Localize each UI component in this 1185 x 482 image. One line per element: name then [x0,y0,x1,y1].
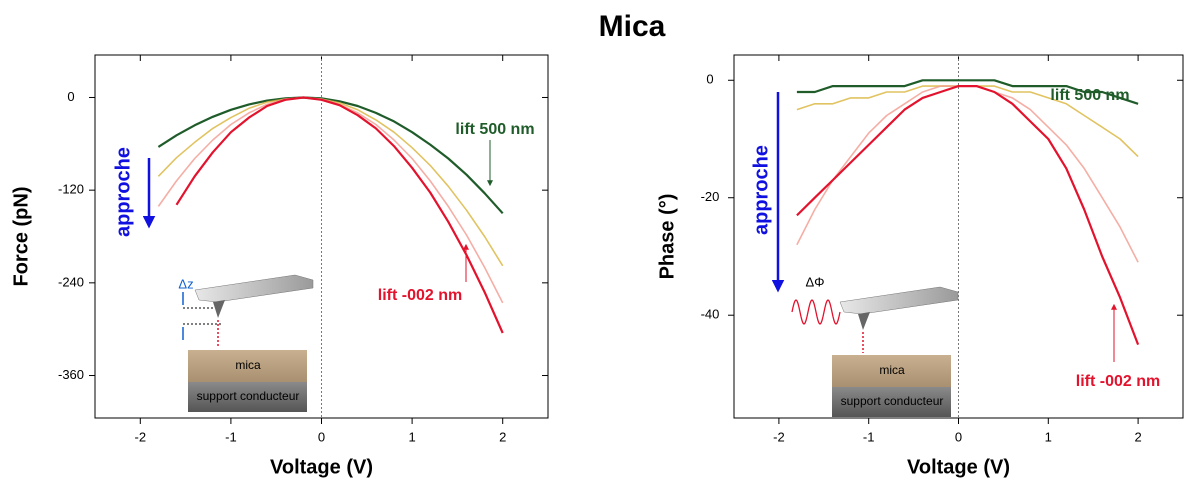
x-tick-label: 2 [499,429,506,444]
x-tick-label: -2 [773,429,785,444]
support-label: support conducteur [841,394,944,408]
y-tick-label: -20 [701,189,720,204]
mica-layer [832,355,951,387]
y-tick-label: -120 [58,182,84,197]
x-tick-label: 0 [955,429,962,444]
cantilever [839,286,959,315]
inset-symbol: ΔΦ [805,274,824,289]
series-line [157,96,504,304]
x-tick-label: 2 [1134,429,1141,444]
series-line [796,85,1139,263]
series-line [175,96,504,334]
inset: mica support conducteur Δz [178,274,314,412]
series-label: lift -002 nm [378,287,462,304]
x-tick-label: -1 [863,429,875,444]
series-line [796,85,1140,345]
x-tick-label: 1 [408,429,415,444]
series-line [157,96,504,267]
phase-wave [791,299,841,325]
mica-label: mica [235,358,261,372]
support-layer [832,387,951,417]
series-line [157,96,504,215]
y-tick-label: 0 [67,89,74,104]
y-axis-label: Force (pN) [10,187,32,287]
tip [213,300,225,318]
x-axis-label: Voltage (V) [270,456,373,478]
series-label: lift 500 nm [1050,87,1129,104]
series-label: lift 500 nm [455,121,534,138]
x-tick-label: 0 [318,429,325,444]
x-tick-label: 1 [1045,429,1052,444]
figure-title: Mica [599,10,666,43]
series-line [796,79,1139,105]
x-tick-label: -1 [225,429,237,444]
y-axis-label: Phase (°) [656,194,678,280]
y-tick-label: -360 [58,367,84,382]
cantilever [194,274,314,303]
approach-label: approche [750,145,772,235]
inset: mica support conducteur ΔΦ [791,274,959,417]
y-tick-label: 0 [706,72,713,87]
mica-layer [188,350,307,382]
x-tick-label: -2 [135,429,147,444]
approach-label: approche [112,147,134,237]
mica-label: mica [879,363,905,377]
tip [858,312,870,330]
inset-symbol: Δz [178,276,193,291]
x-axis-label: Voltage (V) [907,456,1010,478]
y-tick-label: -40 [701,307,720,322]
support-layer [188,382,307,412]
series-label: lift -002 nm [1076,373,1160,390]
y-tick-label: -240 [58,274,84,289]
support-label: support conducteur [197,389,300,403]
